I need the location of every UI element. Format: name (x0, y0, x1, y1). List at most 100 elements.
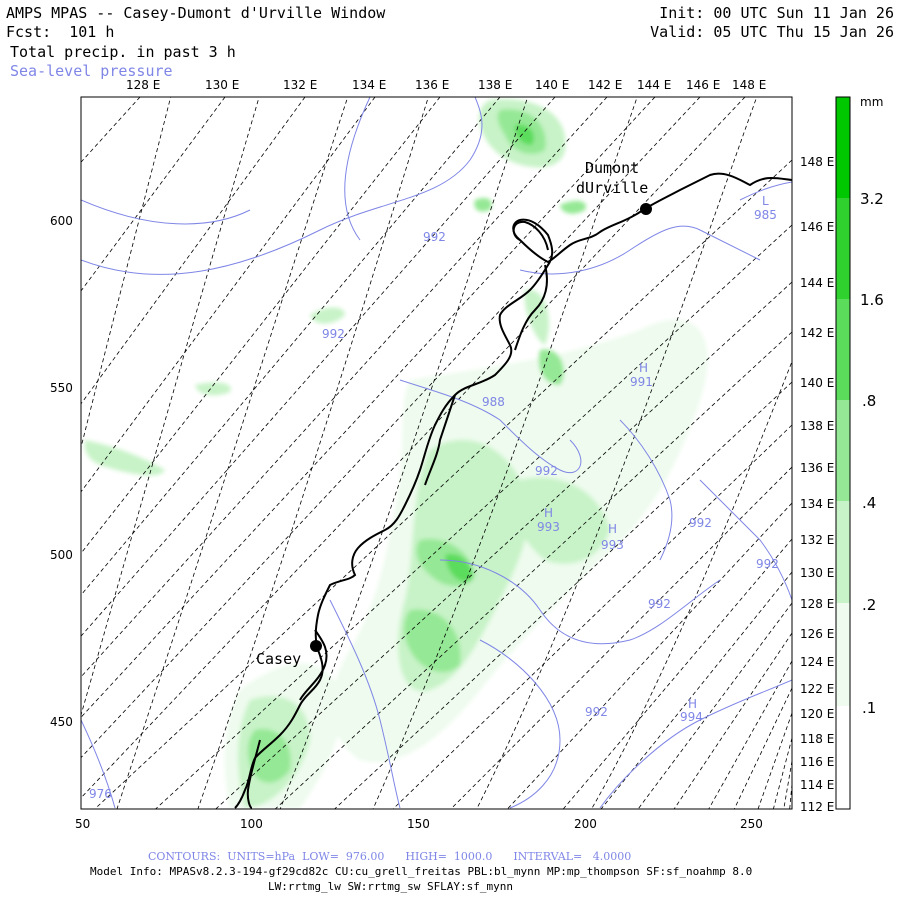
meridian-line (757, 712, 792, 809)
legend-swatch (836, 198, 850, 299)
high-pressure-marker: H (688, 697, 697, 711)
meridian-line (562, 538, 792, 809)
meridian-line (81, 97, 701, 759)
isobar (699, 479, 792, 601)
meridian-line (81, 97, 376, 493)
legend-frame (835, 96, 851, 810)
isobar (81, 199, 251, 225)
isobar (439, 559, 721, 645)
legend-swatch (836, 706, 850, 809)
low-pressure-marker: L (762, 194, 769, 208)
meridian-line (81, 97, 306, 405)
latitude-circle (197, 97, 429, 809)
pressure-contours (81, 97, 792, 809)
meridian-line (708, 660, 792, 809)
right-lon-label: 114 E (800, 778, 835, 792)
forecast-hour: Fcst: 101 h (6, 23, 115, 41)
top-lon-label: 138 E (478, 78, 513, 92)
isobar-label: 991 (630, 375, 653, 389)
top-lon-label: 128 E (126, 78, 161, 92)
latlon-grid (81, 97, 792, 809)
precip-area (474, 198, 492, 212)
top-lon-label: 134 E (352, 78, 387, 92)
legend-label: 3.2 (860, 190, 884, 208)
precip-area (84, 440, 165, 476)
casey-station-marker (310, 640, 322, 652)
meridian-line (81, 97, 656, 718)
right-lon-label: 128 E (800, 597, 835, 611)
top-lon-label: 142 E (588, 78, 623, 92)
meridian-line (772, 737, 792, 809)
precip-area (514, 477, 610, 564)
top-lon-label: 146 E (686, 78, 721, 92)
model-info-line-1: Model Info: MPASv8.2.3-194-gf29cd82c CU:… (90, 865, 753, 878)
legend-label: .1 (862, 699, 877, 717)
top-lon-label: 130 E (205, 78, 240, 92)
isobar-label: 976 (89, 787, 112, 801)
meridian-line (733, 687, 792, 809)
model-info-line-2: LW:rrtmg_lw SW:rrtmg_sw SFLAY:sf_mynn (268, 880, 514, 893)
meridian-line (450, 466, 792, 809)
isobar (619, 419, 673, 561)
meridian-line (81, 97, 226, 292)
high-pressure-marker: H (544, 506, 553, 520)
precip-area (514, 124, 535, 145)
dumont-station-label: Dumont (585, 159, 639, 177)
top-lon-label: 136 E (415, 78, 450, 92)
isobar (739, 181, 792, 201)
right-lon-label: 146 E (800, 220, 835, 234)
right-lon-label: 132 E (800, 533, 835, 547)
isobar (479, 639, 561, 809)
contour-field-name: Sea-level pressure (10, 62, 173, 80)
legend-swatch (836, 603, 850, 706)
y-tick-label: 600 (50, 214, 73, 228)
coast-line (514, 264, 548, 351)
dumont-durville-station-marker (640, 203, 652, 215)
isobar-label: 992 (423, 230, 446, 244)
top-lon-label: 132 E (283, 78, 318, 92)
precip-legend-bar (835, 96, 851, 810)
coastline (234, 172, 792, 809)
right-lon-label: 120 E (800, 707, 835, 721)
durville-station-label: dUrville (576, 179, 648, 197)
right-lon-label: 118 E (800, 732, 835, 746)
contours-info: CONTOURS: UNITS=hPa LOW= 976.00 HIGH= 10… (148, 850, 632, 863)
meridian-line (274, 331, 792, 809)
meridian-line (81, 97, 441, 554)
coast-line (299, 629, 328, 701)
precip-area (560, 200, 586, 214)
casey-station-label: Casey (256, 650, 301, 668)
isobar (329, 599, 401, 809)
meridian-line (789, 783, 792, 809)
isobar-label: 992 (535, 464, 558, 478)
coast-line (424, 394, 456, 486)
legend-swatch (836, 97, 850, 198)
isobar (81, 719, 116, 809)
precip-area (538, 349, 564, 385)
high-pressure-marker: H (639, 361, 648, 375)
legend-label: 1.6 (860, 291, 884, 309)
x-tick-label: 50 (75, 817, 91, 831)
isobar (399, 379, 582, 474)
top-lon-label: 148 E (732, 78, 767, 92)
meridian-line (81, 97, 556, 637)
coast-line (512, 220, 549, 251)
isobar (519, 225, 761, 275)
meridian-line (94, 159, 792, 809)
right-lon-label: 130 E (800, 566, 835, 580)
latitude-circle (372, 97, 638, 809)
meridian-line (81, 97, 501, 596)
latitude-circle (81, 97, 260, 717)
top-lon-label: 140 E (535, 78, 570, 92)
right-lon-label: 134 E (800, 497, 835, 511)
map-frame (80, 96, 793, 810)
legend-swatch (836, 501, 850, 603)
right-lon-label: 116 E (800, 755, 835, 769)
y-tick-label: 450 (50, 715, 73, 729)
legend-unit: mm (860, 95, 884, 109)
meridian-line (334, 381, 792, 809)
x-tick-label: 100 (240, 817, 263, 831)
x-tick-label: 250 (740, 817, 763, 831)
right-lon-label: 140 E (800, 376, 835, 390)
